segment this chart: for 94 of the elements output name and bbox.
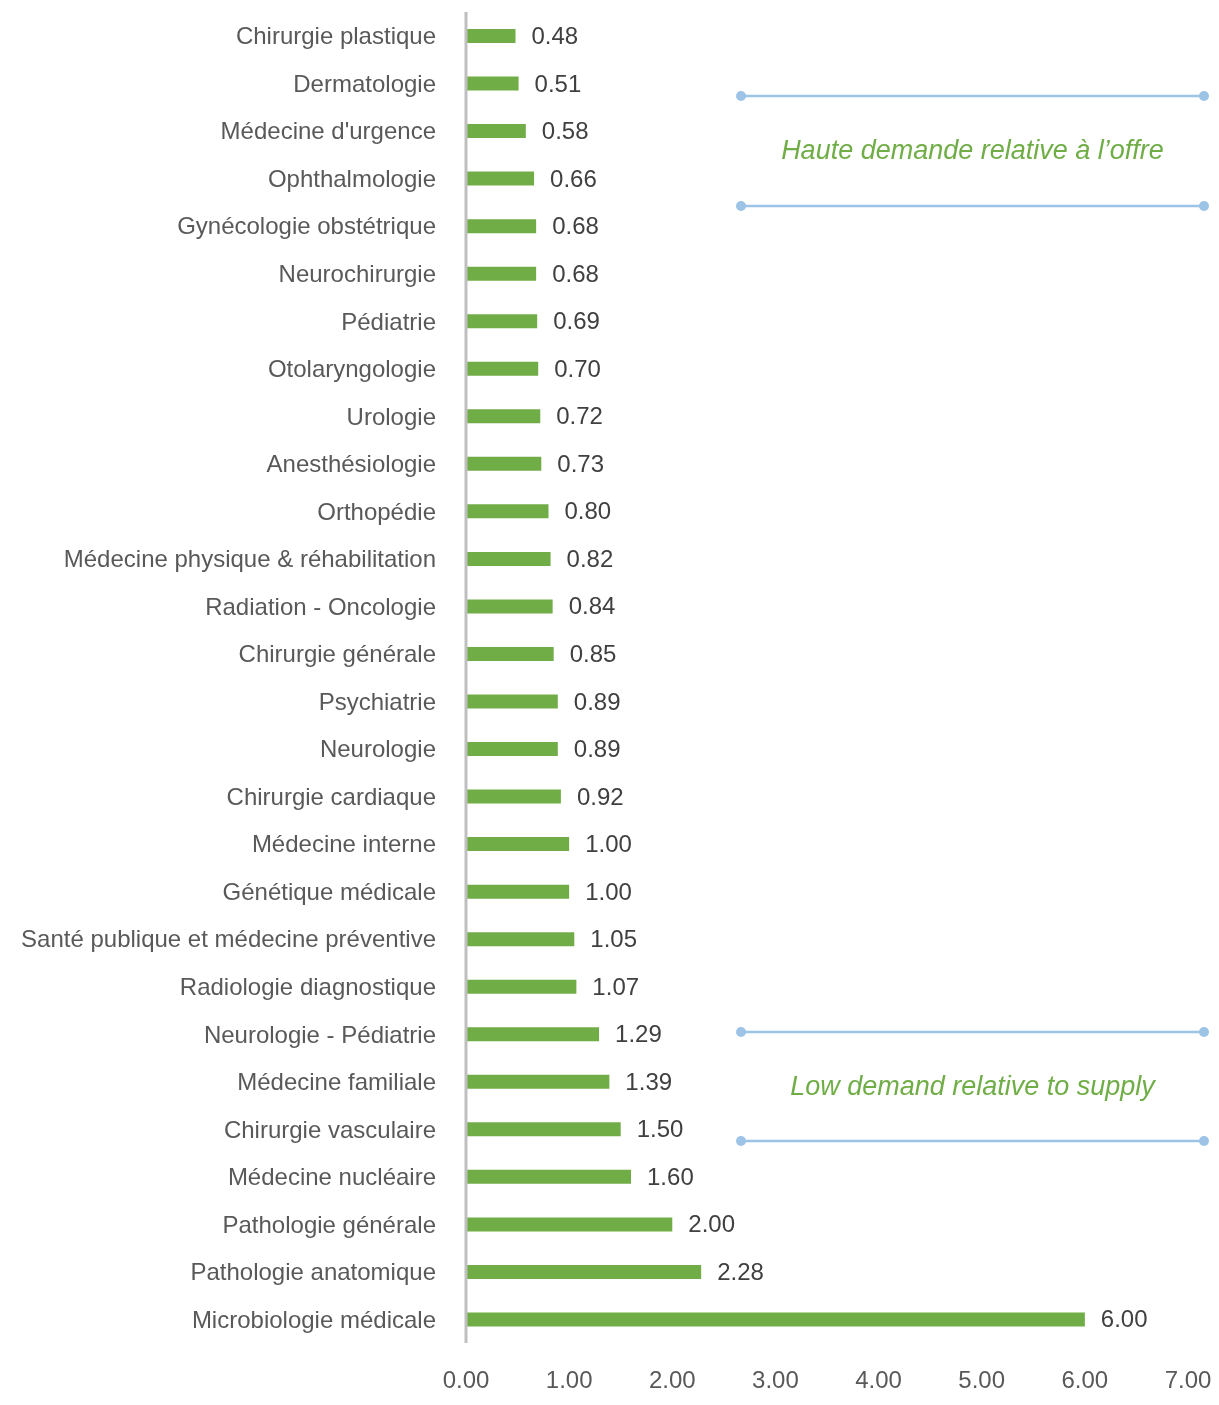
y-tick-label: Médecine interne	[251, 830, 436, 858]
y-tick-label: Psychiatrie	[318, 687, 436, 715]
bar	[466, 742, 558, 757]
data-label: 1.07	[592, 972, 640, 1000]
data-label: 0.48	[531, 22, 579, 49]
data-label: 0.89	[573, 687, 621, 715]
bar	[466, 694, 558, 709]
data-label: 1.60	[647, 1162, 694, 1190]
bar	[466, 1122, 621, 1137]
bar	[466, 456, 542, 471]
data-label: 0.68	[552, 212, 599, 240]
data-label: 1.29	[615, 1020, 662, 1048]
y-tick-label: Chirurgie générale	[238, 640, 436, 668]
annotation: Haute demande relative à l’offre	[780, 135, 1165, 166]
x-tick-label: 3.00	[752, 1366, 799, 1394]
bar	[466, 1074, 610, 1089]
bar	[466, 599, 553, 614]
bar	[466, 29, 516, 43]
data-label: 0.66	[550, 164, 597, 192]
data-label: 0.70	[554, 354, 601, 382]
y-tick-label: Radiologie diagnostique	[179, 973, 436, 1000]
bar	[466, 1312, 1085, 1327]
data-label: 0.73	[557, 449, 605, 477]
bar	[466, 361, 539, 376]
y-tick-label: Médecine familiale	[237, 1068, 436, 1096]
data-label: 1.00	[585, 830, 632, 858]
y-tick-label: Anesthésiologie	[266, 450, 436, 478]
y-tick-label: Médecine d'urgence	[220, 117, 436, 145]
y-tick-label: Neurologie	[319, 735, 436, 763]
data-label: 2.28	[717, 1257, 764, 1285]
data-label: 0.92	[576, 782, 624, 810]
y-tick-label: Dermatologie	[293, 69, 436, 97]
bar	[466, 266, 537, 281]
bar	[466, 884, 570, 899]
y-tick-label: Pathologie anatomique	[190, 1258, 436, 1286]
y-tick-label: Génétique médicale	[222, 877, 436, 905]
data-label: 0.82	[566, 544, 614, 572]
x-tick-label: 1.00	[545, 1366, 593, 1394]
data-label: 0.58	[541, 117, 589, 145]
y-tick-label: Orthopédie	[317, 497, 436, 525]
bar	[466, 1217, 673, 1232]
x-tick-label: 5.00	[958, 1366, 1006, 1394]
data-label: 6.00	[1100, 1305, 1148, 1333]
data-label: 0.72	[556, 402, 603, 430]
bar	[466, 979, 577, 994]
x-tick-label: 7.00	[1164, 1366, 1212, 1394]
y-tick-label: Médecine nucléaire	[227, 1163, 436, 1191]
data-label: 0.51	[534, 69, 582, 97]
data-label: 0.84	[568, 592, 616, 620]
y-tick-label: Chirurgie vasculaire	[223, 1115, 436, 1143]
y-tick-label: Radiation - Oncologie	[205, 592, 436, 620]
y-tick-label: Neurologie - Pédiatrie	[203, 1020, 436, 1048]
y-tick-label: Microbiologie médicale	[191, 1305, 436, 1333]
x-tick-label: 4.00	[855, 1366, 902, 1394]
y-tick-label: Chirurgie cardiaque	[226, 782, 436, 810]
data-label: 1.00	[585, 877, 632, 905]
x-tick-label: 2.00	[648, 1366, 696, 1394]
bar	[466, 551, 551, 566]
x-tick-label: 0.00	[442, 1366, 490, 1394]
bar	[466, 219, 537, 234]
y-tick-label: Médecine physique & réhabilitation	[63, 545, 436, 573]
y-tick-label: Neurochirurgie	[278, 259, 436, 287]
y-tick-label: Pathologie générale	[222, 1210, 436, 1238]
y-tick-label: Santé publique et médecine préventive	[21, 925, 436, 953]
data-label: 0.68	[552, 259, 599, 287]
bar	[466, 314, 538, 329]
bar	[466, 1264, 702, 1279]
y-tick-label: Gynécologie obstétrique	[177, 212, 436, 240]
bar	[466, 646, 554, 661]
bar	[466, 789, 561, 804]
y-tick-label: Otolaryngologie	[267, 355, 436, 383]
bar	[466, 1169, 632, 1184]
data-label: 1.39	[625, 1067, 673, 1095]
data-label: 1.50	[636, 1115, 684, 1143]
bar	[466, 171, 535, 186]
data-label: 0.69	[553, 307, 600, 335]
bar	[466, 76, 519, 91]
bar	[466, 504, 549, 519]
data-label: 0.85	[569, 639, 617, 667]
bar	[466, 932, 575, 947]
data-label: 2.00	[688, 1210, 735, 1238]
y-tick-label: Urologie	[346, 402, 436, 430]
data-label: 0.89	[573, 735, 621, 763]
bar	[466, 837, 570, 852]
y-tick-label: Pédiatrie	[341, 307, 436, 335]
bar	[466, 1027, 600, 1042]
annotation: Low demand relative to supply	[789, 1071, 1157, 1102]
data-label: 0.80	[564, 497, 612, 525]
bar	[466, 409, 541, 424]
y-tick-label: Chirurgie plastique	[235, 22, 436, 50]
y-tick-label: Ophthalmologie	[267, 164, 436, 192]
data-label: 1.05	[590, 925, 638, 953]
x-tick-label: 6.00	[1061, 1366, 1109, 1394]
bar	[466, 124, 526, 139]
